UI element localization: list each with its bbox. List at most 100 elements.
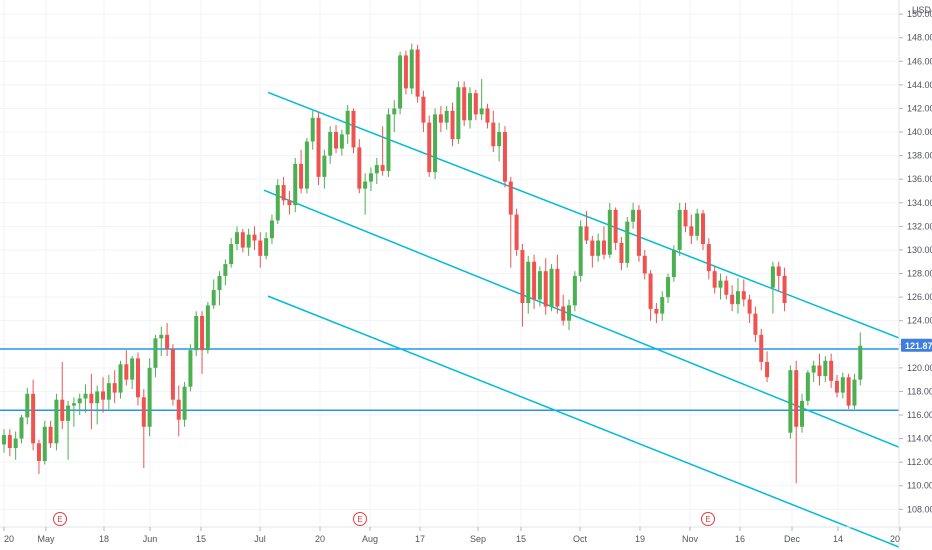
candle-body [304,141,309,189]
candle-down [176,385,181,437]
candle-up [293,157,298,213]
x-tick-label: 18 [99,534,109,544]
candle-up [130,356,135,390]
earnings-marker[interactable]: E [353,512,367,526]
candle-body [299,163,304,189]
candle-up [549,264,554,312]
candle-up [805,370,810,406]
candle-body [374,165,379,174]
candle-body [351,110,356,148]
candle-body [456,87,461,140]
candle-body [759,334,764,362]
channel-line[interactable] [263,189,900,448]
candle-up [858,332,863,386]
candle-body [112,383,117,393]
candle-down [590,235,595,268]
candle-up [666,273,671,303]
candle-body [718,280,723,288]
candle-body [293,163,298,206]
y-tick-label: 108.00 [907,504,932,514]
candle-down [421,90,426,133]
candle-down [508,176,513,268]
candle-body [671,249,676,278]
candle-up [497,122,502,162]
candle-up [223,259,228,286]
candle-up [147,358,152,437]
y-tick-label: 150.00 [907,9,932,19]
candle-up [246,228,251,256]
candle-down [601,226,606,260]
candle-down [619,236,624,270]
candle-body [735,291,740,305]
candle-body [95,391,100,404]
channel-line[interactable] [267,91,900,339]
candle-up [310,110,315,150]
candle-body [468,93,472,121]
candle-body [549,268,554,307]
horizontal-levels [0,348,899,412]
candle-body [398,55,403,109]
y-tick-label: 142.00 [907,103,932,113]
candle-up [572,271,577,312]
candle-body [101,391,106,400]
candle-body [555,268,560,307]
candle-body [205,305,210,351]
candle-body [194,315,199,351]
candle-up [264,232,269,260]
candle-up [368,167,373,191]
candle-body [89,393,94,404]
candle-body [275,185,280,221]
candle-body [281,185,286,201]
time-axis[interactable]: 20 May 18 Jun 15 Jul 20 Aug 17 Sep 15 Oct 19 Nov 16 Dec… [3,527,901,544]
candle-down [438,106,443,133]
earnings-marker-label: E [705,515,710,524]
candle-body [269,220,274,239]
candle-body [584,226,589,241]
candle-body [514,214,519,250]
candle-up [770,261,775,314]
candle-body [392,108,397,115]
x-tick-label: 16 [735,534,745,544]
candle-up [211,279,216,309]
candle-body [403,55,408,89]
candle-up [398,51,403,115]
candle-body [13,438,18,449]
candle-body [118,364,123,393]
channel-line[interactable] [267,295,900,548]
grid [0,0,899,527]
candle-down [252,226,257,250]
candle-body [66,405,71,421]
candlesticks [2,43,863,484]
earnings-marker[interactable]: E [701,512,715,526]
earnings-marker[interactable]: E [53,512,67,526]
candle-body [339,134,344,149]
candle-up [596,233,601,262]
candle-up [456,81,461,144]
x-tick-label: Nov [682,534,699,544]
x-tick-label: 19 [635,534,645,544]
candle-down [141,389,146,469]
candle-down [555,254,560,314]
x-tick-label: Aug [362,534,378,544]
x-tick-label: 15 [196,534,206,544]
candle-body [130,358,135,380]
candle-up [788,365,793,439]
candle-up [444,106,449,130]
candle-up [386,108,391,177]
candle-body [124,364,129,380]
candle-body [636,209,641,256]
candle-up [339,129,344,156]
y-tick-label: 118.00 [907,386,932,396]
x-tick-label: Jul [254,534,266,544]
candle-body [252,234,257,241]
candle-up [468,87,472,129]
candle-body [380,165,385,171]
candle-body [677,209,682,250]
candle-body [2,435,6,445]
candle-down [846,373,851,410]
y-tick-label: 112.00 [907,457,932,467]
x-tick-label: 20 [4,534,14,544]
earnings-marker-circle [353,512,367,526]
